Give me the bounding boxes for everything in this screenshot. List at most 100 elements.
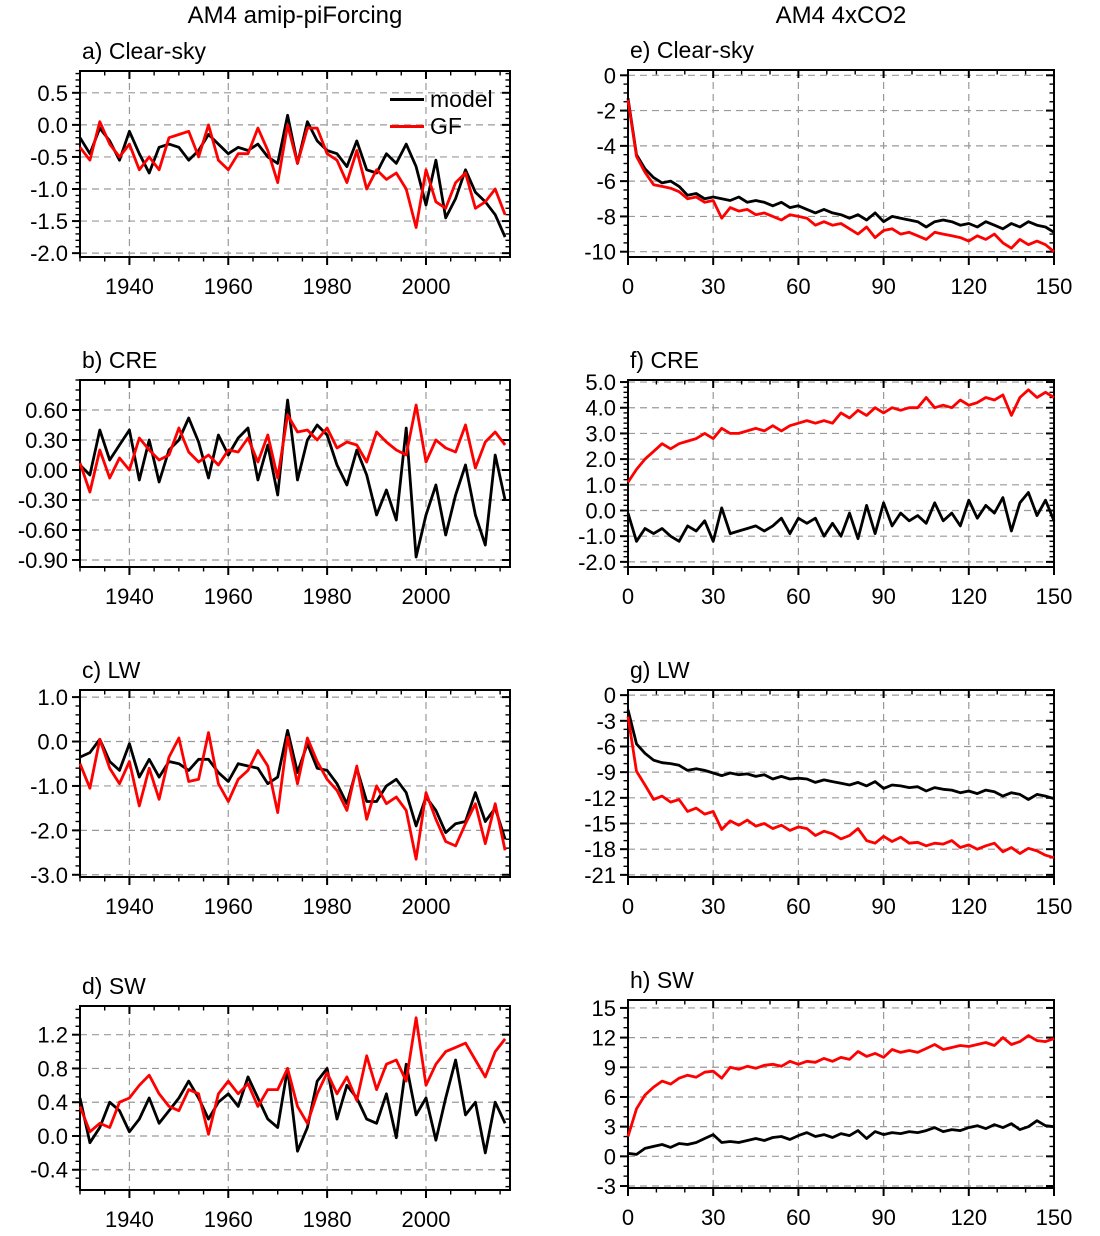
x-tick-label: 0	[622, 1205, 634, 1230]
x-tick-label: 60	[786, 584, 810, 609]
x-tick-label: 30	[701, 584, 725, 609]
legend-item-model: model	[390, 86, 493, 113]
x-tick-label: 60	[786, 274, 810, 299]
y-tick-label: -1.5	[30, 209, 68, 234]
chart-d: 1940 1960 1980 2000 1.2 0.8 0.4 0.0 -0.4 d) SW	[30, 973, 511, 1232]
series-model-h	[627, 1119, 1055, 1156]
y-tick-label: 5.0	[585, 370, 616, 395]
x-tick-label: 1960	[204, 584, 253, 609]
series-gf-f	[626, 388, 1055, 483]
series-model-d	[78, 1058, 507, 1155]
y-tick-label: -3	[596, 1174, 616, 1199]
panel-a-clear-sky: 1940 1960 1980 2000 0.5 0.0 -0.5 -1.0 -1.5 -2.0 a)…	[0, 0, 550, 310]
x-tick-label: 2000	[402, 274, 451, 299]
y-tick-label: 4.0	[585, 396, 616, 421]
y-tick-label: -12	[584, 786, 616, 811]
x-tick-label: 120	[950, 584, 987, 609]
series-model-g	[626, 709, 1055, 801]
series-gf-a	[78, 120, 507, 229]
y-tick-label: -21	[584, 863, 616, 888]
y-tick-label: -1.0	[30, 774, 68, 799]
y-tick-label: 3.0	[585, 421, 616, 446]
panel-f-cre: 0 30 60 90 120 150 5.0 4.0 3.0 2.0 1.0 0.0 -1.0 -2.0 f…	[550, 310, 1100, 620]
x-tick-label: 60	[786, 894, 810, 919]
y-tick-label: 2.0	[585, 447, 616, 472]
panel-label-f: f) CRE	[630, 347, 699, 373]
y-tick-label: -0.90	[18, 548, 68, 573]
x-tick-label: 120	[950, 274, 987, 299]
x-tick-label: 1960	[204, 1207, 253, 1232]
x-tick-label: 150	[1036, 584, 1073, 609]
x-tick-label: 0	[622, 274, 634, 299]
y-tick-label: 0.0	[585, 498, 616, 523]
y-tick-label: 0.8	[37, 1056, 68, 1081]
y-tick-label: -8	[596, 204, 616, 229]
x-tick-label: 1960	[204, 274, 253, 299]
legend-label: model	[430, 86, 493, 112]
x-tick-label: 2000	[402, 584, 451, 609]
series-model-f	[626, 491, 1056, 543]
x-tick-label: 90	[871, 1205, 895, 1230]
x-tick-label: 1980	[303, 1207, 352, 1232]
series-gf-h	[626, 1034, 1055, 1137]
x-tick-label: 1940	[105, 274, 154, 299]
series-gf-c	[78, 731, 507, 861]
y-tick-label: 1.0	[37, 685, 68, 710]
y-tick-label: -1.0	[578, 524, 616, 549]
y-tick-label: -6	[596, 734, 616, 759]
x-tick-label: 2000	[402, 894, 451, 919]
panel-b-cre: 1940 1960 1980 2000 0.60 0.30 0.00 -0.30 -0.60 -0…	[0, 310, 550, 620]
y-tick-label: -3.0	[30, 863, 68, 888]
x-tick-label: 1940	[105, 584, 154, 609]
y-tick-label: -0.5	[30, 145, 68, 170]
x-tick-label: 1940	[105, 894, 154, 919]
legend-line-swatch	[390, 97, 424, 102]
panel-label-h: h) SW	[630, 967, 694, 993]
x-tick-label: 150	[1036, 274, 1073, 299]
chart-a: 1940 1960 1980 2000 0.5 0.0 -0.5 -1.0 -1.5 -2.0 a)…	[30, 38, 511, 299]
y-tick-label: -4	[596, 134, 616, 159]
y-tick-label: -1.0	[30, 177, 68, 202]
x-tick-label: 60	[786, 1205, 810, 1230]
y-tick-label: 6	[604, 1085, 616, 1110]
panel-g-lw: 0 30 60 90 120 150 0 -3 -6 -9 -12 -15 -18 -21 g) LW	[550, 620, 1100, 930]
chart-f: 0 30 60 90 120 150 5.04.03.02.01.00.0-1.0-2.0 f…	[578, 347, 1073, 609]
column-title-left: AM4 amip-piForcing	[187, 2, 403, 29]
y-tick-label: -15	[584, 812, 616, 837]
panel-d-sw: 1940 1960 1980 2000 1.2 0.8 0.4 0.0 -0.4 d) SW	[0, 930, 550, 1236]
y-tick-label: 0.4	[37, 1090, 68, 1115]
x-tick-label: 2000	[402, 1207, 451, 1232]
y-tick-label: 0.60	[25, 398, 68, 423]
legend-item-gf: GF	[390, 113, 493, 140]
panel-label-d: d) SW	[82, 973, 146, 999]
x-tick-label: 0	[622, 894, 634, 919]
y-tick-label: 1.2	[37, 1023, 68, 1048]
x-tick-label: 120	[950, 894, 987, 919]
x-tick-label: 1960	[204, 894, 253, 919]
y-tick-label: 0.0	[37, 730, 68, 755]
y-tick-label: -18	[584, 837, 616, 862]
x-tick-label: 90	[871, 274, 895, 299]
y-tick-label: 0.0	[37, 1124, 68, 1149]
y-tick-label: 0.30	[25, 428, 68, 453]
panel-h-sw: 0 30 60 90 120 150 15 12 9 6 3 0 -3 h) SW	[550, 930, 1100, 1236]
y-tick-label: -0.60	[18, 518, 68, 543]
x-tick-label: 90	[871, 584, 895, 609]
x-tick-label: 150	[1036, 1205, 1073, 1230]
y-tick-label: 0	[604, 683, 616, 708]
chart-e: 0 30 60 90 120 150 0 -2 -4 -6 -8 -10 e) Clear-sky	[584, 37, 1073, 299]
panel-label-c: c) LW	[82, 657, 141, 683]
x-tick-label: 1980	[303, 274, 352, 299]
series-model-c	[79, 729, 507, 840]
series-gf-b	[78, 403, 507, 494]
panel-e-clear-sky: 0 30 60 90 120 150 0 -2 -4 -6 -8 -10 e) Clear-sky	[550, 0, 1100, 310]
panel-label-a: a) Clear-sky	[82, 38, 206, 64]
y-tick-label: 15	[592, 996, 616, 1021]
x-tick-label: 1980	[303, 894, 352, 919]
y-tick-label: -0.4	[30, 1158, 68, 1183]
panel-c-lw: 1940 1960 1980 2000 1.0 0.0 -1.0 -2.0 -3.0 c) LW	[0, 620, 550, 930]
series-model-b	[79, 398, 507, 559]
x-tick-label: 150	[1036, 894, 1073, 919]
